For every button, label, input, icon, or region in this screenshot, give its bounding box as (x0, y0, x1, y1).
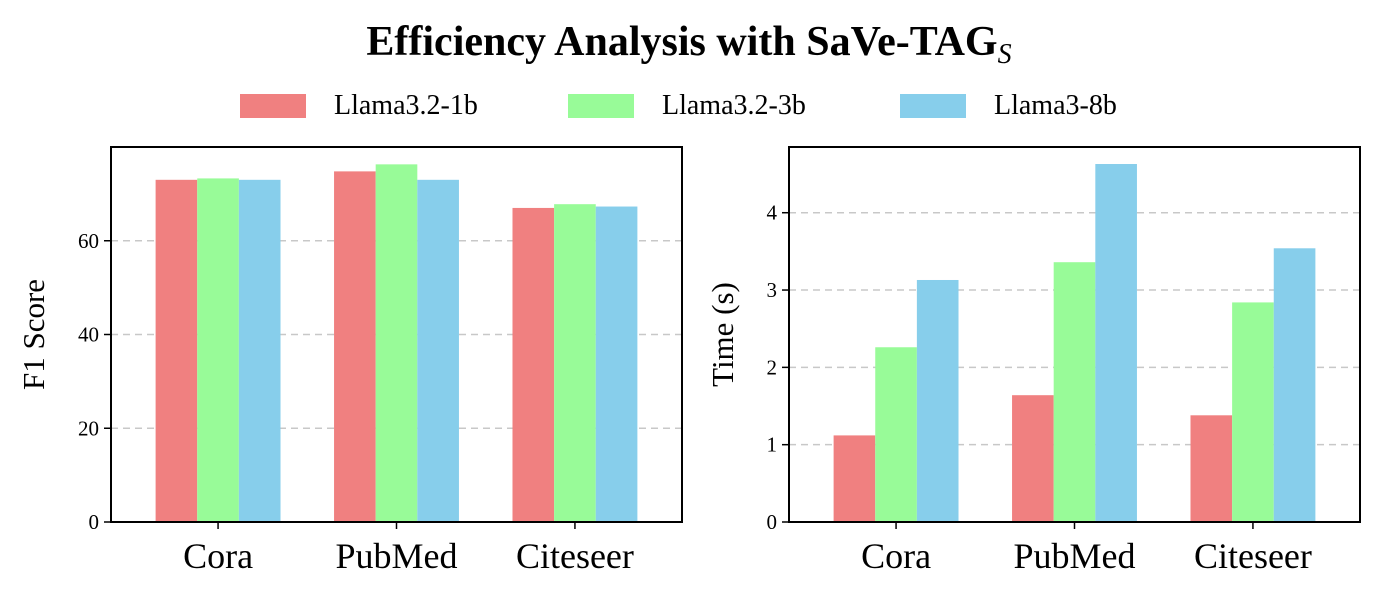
chart1-bar (334, 171, 376, 522)
chart1-y-axis-label: F1 Score (16, 279, 51, 390)
chart2-bar (1012, 395, 1054, 522)
chart2-bar (1190, 415, 1233, 522)
chart2-bar (1095, 164, 1137, 522)
legend-swatch-llama3-2-3b (568, 94, 634, 118)
chart2-y-tick-label: 2 (767, 355, 778, 379)
chart2-y-axis-label: Time (s) (705, 282, 740, 387)
chart1-bar (512, 207, 555, 522)
chart-title-main: Efficiency Analysis with SaVe-TAG (366, 19, 998, 65)
chart2-bar (1053, 262, 1096, 522)
chart1-y-tick-label: 20 (78, 416, 99, 440)
chart1-x-tick-label: Cora (183, 536, 253, 576)
chart2-bar (1273, 248, 1316, 522)
legend-label-llama3-8b: Llama3-8b (994, 90, 1117, 121)
chart2-bar (916, 279, 959, 522)
chart1-bar (595, 206, 638, 522)
chart2-y-tick-label: 3 (767, 278, 778, 302)
chart-title-subscript: S (997, 39, 1012, 70)
chart2-y-tick-label: 0 (767, 510, 778, 534)
legend: Llama3.2-1b Llama3.2-3b Llama3-8b (0, 84, 1378, 128)
legend-label-llama3-2-1b: Llama3.2-1b (334, 90, 478, 121)
legend-swatch-llama3-8b (900, 94, 966, 118)
chart1-bar (554, 204, 596, 522)
chart1-bar (197, 178, 239, 522)
chart2-y-tick-label: 1 (767, 433, 778, 457)
chart1-bar (155, 179, 198, 522)
chart1-bar (417, 179, 459, 522)
legend-swatch-llama3-2-1b (240, 94, 306, 118)
chart1-x-tick-label: PubMed (335, 536, 457, 576)
chart2-y-tick-label: 4 (767, 201, 778, 225)
chart2-x-tick-label: PubMed (1013, 536, 1135, 576)
chart2-x-tick-label: Citeseer (1194, 536, 1312, 576)
chart1-bar (238, 179, 281, 522)
chart1-x-tick-label: Citeseer (516, 536, 634, 576)
chart1-y-tick-label: 60 (78, 229, 99, 253)
chart2-x-tick-label: Cora (861, 536, 931, 576)
chart1-y-tick-label: 40 (78, 323, 99, 347)
chart-title: Efficiency Analysis with SaVe-TAGS (0, 14, 1378, 75)
chart2-bar (875, 347, 917, 522)
chart2-bar (833, 435, 876, 522)
chart1-y-tick-label: 0 (89, 510, 100, 534)
chart1-bar (375, 164, 418, 522)
legend-label-llama3-2-3b: Llama3.2-3b (662, 90, 806, 121)
chart2-bar (1232, 302, 1274, 522)
